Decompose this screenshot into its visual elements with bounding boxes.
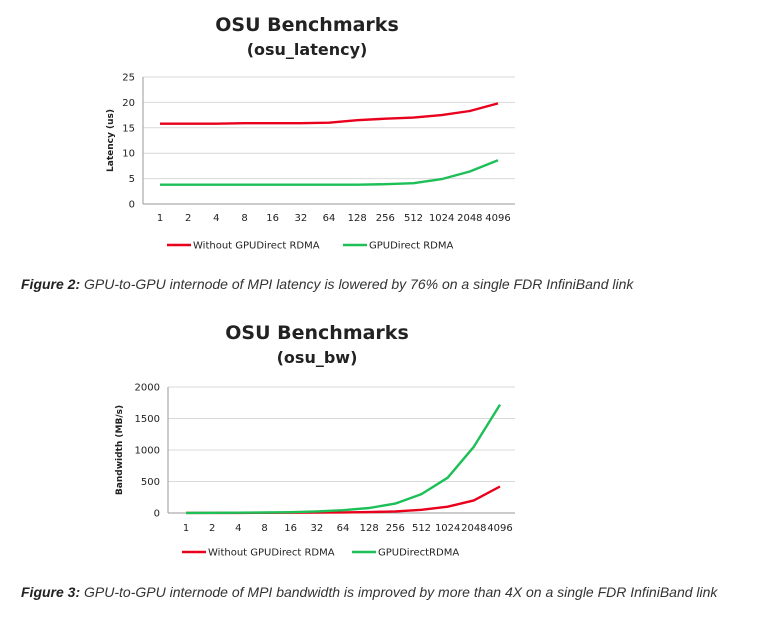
- bandwidth-subtitle: (osu_bw): [277, 348, 358, 367]
- bandwidth-x-tick-label: 512: [412, 523, 431, 534]
- latency-x-tick-label: 2048: [457, 213, 482, 224]
- bandwidth-x-tick-label: 4: [235, 523, 241, 534]
- bandwidth-x-tick-label: 2048: [461, 523, 486, 534]
- bandwidth-y-tick-label: 1500: [135, 414, 160, 425]
- latency-y-tick-label: 15: [122, 123, 135, 134]
- latency-x-tick-label: 512: [404, 213, 423, 224]
- latency-x-tick-label: 16: [266, 213, 279, 224]
- bandwidth-y-tick-label: 500: [141, 477, 160, 488]
- bandwidth-legend-label: GPUDirectRDMA: [378, 548, 459, 559]
- figure-2-caption-lead: Figure 2:: [21, 276, 81, 292]
- latency-subtitle: (osu_latency): [247, 40, 368, 59]
- bandwidth-y-tick-label: 2000: [135, 383, 160, 394]
- bandwidth-series-line-rdma: [185, 403, 502, 515]
- latency-y-tick-label: 0: [129, 200, 135, 211]
- latency-y-tick-label: 10: [122, 149, 135, 160]
- latency-legend-label: Without GPUDirect RDMA: [193, 241, 320, 252]
- latency-y-axis-label: Latency (us): [106, 109, 116, 172]
- bandwidth-y-axis-label: Bandwidth (MB/s): [115, 405, 125, 495]
- bandwidth-x-tick-label: 4096: [487, 523, 512, 534]
- bandwidth-x-tick-label: 2: [209, 523, 215, 534]
- latency-x-tick-label: 1: [157, 213, 163, 224]
- latency-legend-label: GPUDirect RDMA: [369, 241, 453, 252]
- latency-series-line-without-rdma: [160, 102, 499, 125]
- bandwidth-x-tick-label: 64: [337, 523, 350, 534]
- latency-chart: OSU Benchmarks (osu_latency) 0 5 10 15 20 25 Lat…: [0, 0, 777, 268]
- bandwidth-series-line-without-rdma: [186, 485, 501, 515]
- latency-x-tick-label: 256: [376, 213, 395, 224]
- bandwidth-chart: OSU Benchmarks (osu_bw) 0 500 1000 1500 2000 Ba…: [0, 318, 777, 580]
- latency-chart-svg: OSU Benchmarks (osu_latency) 0 5 10 15 20 25 Lat…: [106, 14, 515, 252]
- bandwidth-x-tick-label: 1024: [435, 523, 460, 534]
- latency-title: OSU Benchmarks: [215, 14, 399, 36]
- bandwidth-x-tick-label: 128: [360, 523, 379, 534]
- figure-3-caption-lead: Figure 3:: [21, 584, 81, 600]
- latency-y-tick-label: 20: [122, 98, 135, 109]
- bandwidth-x-tick-label: 1: [183, 523, 189, 534]
- figure-3-caption-text: GPU-to-GPU internode of MPI bandwidth is…: [80, 584, 718, 600]
- latency-series-line-rdma: [160, 159, 499, 186]
- bandwidth-y-tick-label: 1000: [135, 446, 160, 457]
- latency-y-tick-label: 5: [129, 174, 135, 185]
- latency-x-tick-label: 64: [323, 213, 336, 224]
- latency-x-tick-label: 128: [348, 213, 367, 224]
- latency-x-tick-label: 4: [213, 213, 219, 224]
- latency-x-tick-label: 32: [294, 213, 307, 224]
- latency-x-tick-label: 8: [241, 213, 247, 224]
- bandwidth-chart-svg: OSU Benchmarks (osu_bw) 0 500 1000 1500 2000 Ba…: [115, 322, 515, 559]
- bandwidth-y-tick-label: 0: [154, 509, 160, 520]
- latency-y-tick-label: 25: [122, 73, 135, 84]
- bandwidth-x-tick-label: 8: [261, 523, 267, 534]
- bandwidth-x-tick-label: 256: [386, 523, 405, 534]
- latency-x-tick-label: 2: [185, 213, 191, 224]
- figure-3-caption: Figure 3: GPU-to-GPU internode of MPI ba…: [21, 584, 717, 600]
- bandwidth-x-tick-label: 32: [310, 523, 323, 534]
- bandwidth-title: OSU Benchmarks: [225, 322, 409, 344]
- latency-x-tick-label: 1024: [429, 213, 454, 224]
- figure-2-caption-text: GPU-to-GPU internode of MPI latency is l…: [80, 276, 634, 292]
- figure-2-caption: Figure 2: GPU-to-GPU internode of MPI la…: [21, 276, 633, 292]
- bandwidth-x-tick-label: 16: [284, 523, 297, 534]
- latency-x-tick-label: 4096: [485, 213, 510, 224]
- bandwidth-legend-label: Without GPUDirect RDMA: [208, 548, 335, 559]
